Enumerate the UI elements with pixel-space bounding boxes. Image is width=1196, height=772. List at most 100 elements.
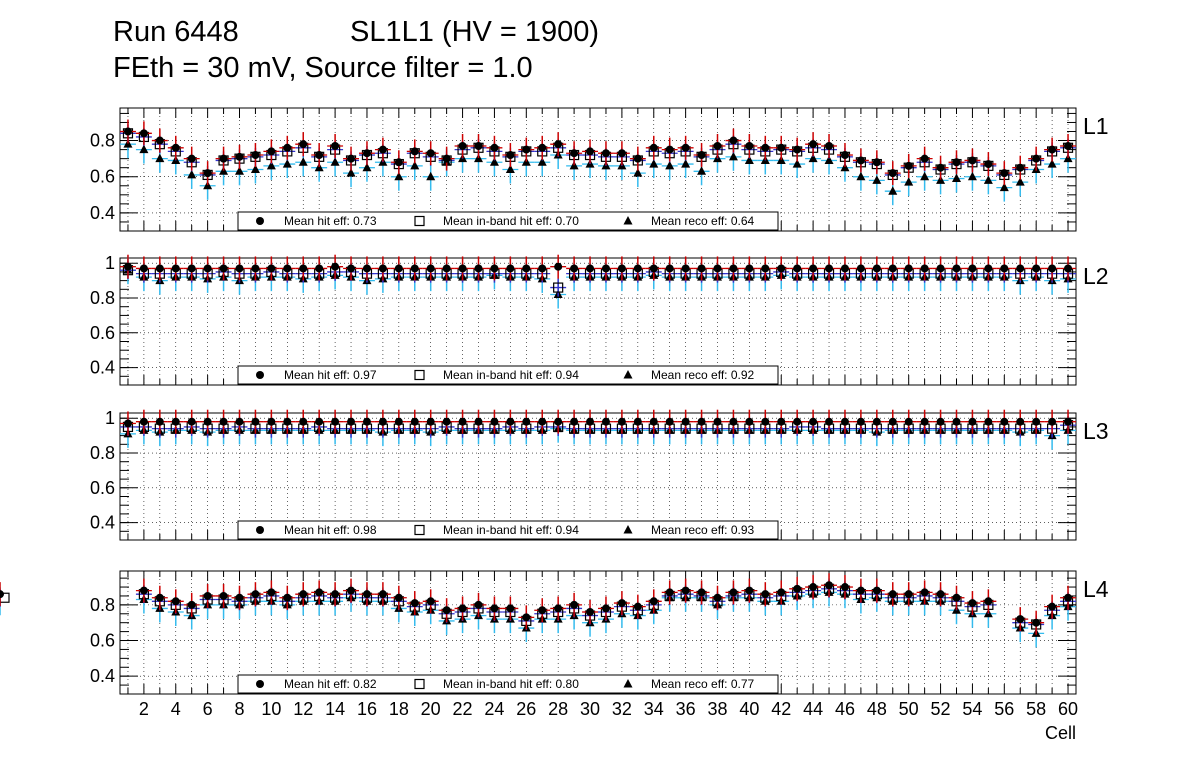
hit-marker (713, 141, 722, 150)
hit-marker (872, 417, 881, 426)
hit-marker (761, 143, 770, 152)
hit-marker (394, 593, 403, 602)
hit-marker (283, 417, 292, 426)
reco-marker (649, 159, 659, 168)
legend-reco-marker (623, 679, 633, 688)
reco-marker (282, 159, 292, 168)
hit-marker (888, 417, 897, 426)
hit-marker (761, 590, 770, 599)
hit-marker (155, 136, 164, 145)
hit-marker (984, 160, 993, 169)
hit-marker (681, 143, 690, 152)
hit-marker (235, 593, 244, 602)
hit-marker (187, 264, 196, 273)
hit-marker (139, 264, 148, 273)
hit-marker (681, 264, 690, 273)
hit-marker (920, 417, 929, 426)
reco-marker (1047, 159, 1057, 168)
hit-marker (840, 151, 849, 160)
inband-marker (0, 592, 10, 603)
hit-marker (586, 147, 595, 156)
hit-marker (872, 586, 881, 595)
hit-marker (761, 417, 770, 426)
hit-marker (1016, 417, 1025, 426)
hit-marker (554, 604, 563, 613)
reco-marker (139, 144, 149, 154)
hit-marker (554, 417, 563, 426)
hit-marker (522, 145, 531, 154)
hit-marker (426, 149, 435, 158)
reco-marker (952, 173, 961, 183)
hit-marker (649, 264, 658, 273)
hit-marker (155, 417, 164, 426)
legend-hit-marker (256, 526, 264, 534)
reco-marker (999, 182, 1009, 192)
hit-marker (920, 154, 929, 163)
hit-marker (251, 151, 260, 160)
hit-marker (713, 264, 722, 273)
hit-marker (506, 264, 515, 273)
hit-marker (171, 417, 180, 426)
hit-marker (745, 417, 754, 426)
hit-marker (617, 264, 626, 273)
legend-reco-label: Mean reco eff: 0.64 (651, 214, 755, 228)
hit-marker (888, 264, 897, 273)
y-tick-label: 0.8 (90, 595, 115, 615)
hit-marker (378, 590, 387, 599)
hit-marker (394, 264, 403, 273)
hit-marker (968, 599, 977, 608)
legend: Mean hit eff: 0.73 Mean in-band hit eff: … (237, 211, 779, 231)
reco-marker (505, 164, 515, 173)
hit-marker (936, 264, 945, 273)
hit-marker (155, 264, 164, 273)
hit-marker (697, 588, 706, 597)
hit-marker (331, 141, 340, 150)
y-tick-label: 0.6 (90, 631, 115, 651)
hit-marker (586, 608, 595, 616)
hit-marker (426, 264, 435, 273)
hit-marker (219, 417, 228, 426)
layer-label: L4 (1083, 576, 1109, 602)
hit-marker (697, 264, 706, 273)
hit-marker (825, 141, 834, 150)
reco-marker (888, 186, 898, 195)
reco-marker (808, 153, 818, 163)
hit-marker (697, 151, 706, 160)
hit-marker (601, 149, 610, 158)
settings-label: FEth = 30 mV, Source filter = 1.0 (113, 52, 533, 84)
hit-marker (936, 590, 945, 599)
y-tick-label: 0.4 (90, 358, 115, 378)
x-tick-label: 12 (293, 699, 313, 719)
hit-marker (139, 417, 148, 426)
x-tick-label: 52 (931, 699, 951, 719)
hit-marker (538, 143, 547, 152)
reco-marker (983, 175, 993, 184)
hit-marker (920, 588, 929, 597)
hit-marker (777, 264, 786, 273)
hit-marker (458, 604, 467, 613)
legend-hit-marker (256, 217, 264, 225)
hit-marker (362, 149, 371, 158)
reco-marker (330, 157, 340, 166)
x-tick-label: 28 (548, 699, 568, 719)
hit-marker (506, 151, 515, 160)
x-tick-label: 34 (644, 699, 664, 719)
hit-marker (601, 604, 610, 613)
hit-marker (968, 264, 977, 273)
legend: Mean hit eff: 0.98 Mean in-band hit eff: … (237, 520, 779, 540)
panel-frame (119, 570, 1077, 695)
hit-marker (1048, 264, 1057, 273)
x-tick-label: 6 (203, 699, 213, 719)
hit-marker (267, 588, 276, 597)
x-tick-label: 16 (357, 699, 377, 719)
reco-marker (426, 171, 436, 181)
hit-marker (203, 264, 212, 273)
y-tick-label: 0.4 (90, 513, 115, 533)
hit-marker (713, 417, 722, 426)
hit-marker (506, 604, 515, 613)
hit-marker (267, 147, 276, 156)
hit-marker (809, 264, 818, 273)
hit-marker (123, 262, 132, 271)
hit-marker (745, 586, 754, 595)
